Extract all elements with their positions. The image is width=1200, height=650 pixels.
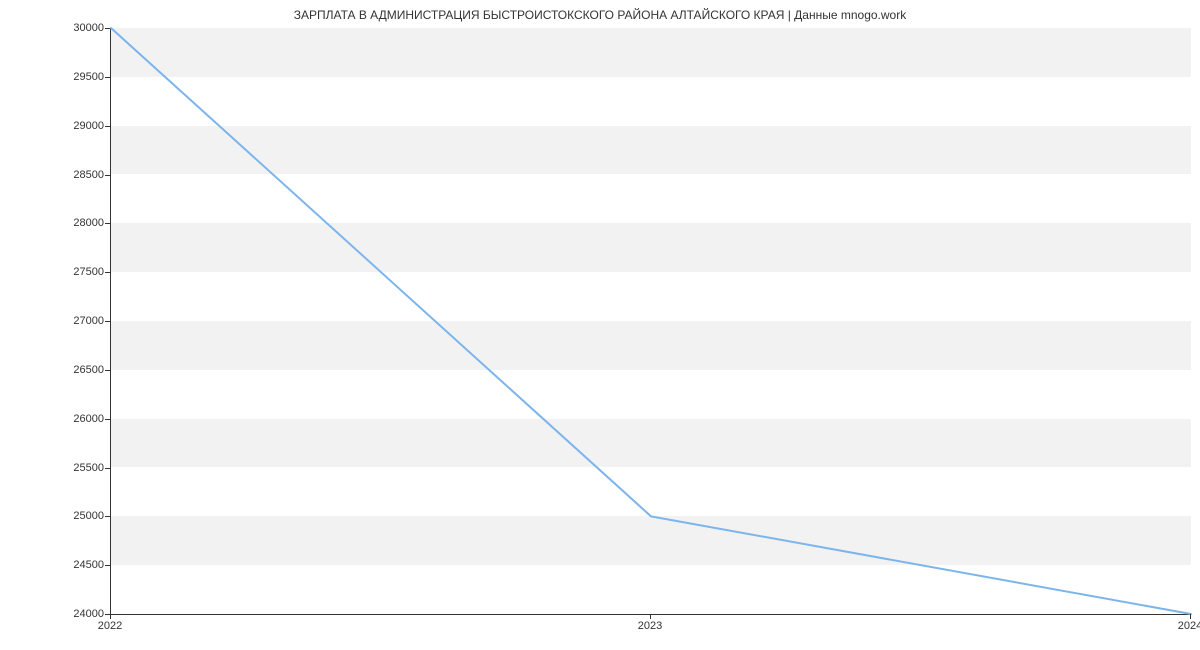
x-tick-label: 2022: [98, 620, 122, 632]
chart-title: ЗАРПЛАТА В АДМИНИСТРАЦИЯ БЫСТРОИСТОКСКОГ…: [0, 8, 1200, 22]
y-tick-label: 25500: [73, 462, 104, 474]
x-tick-mark: [650, 614, 651, 619]
y-tick-label: 29000: [73, 120, 104, 132]
y-tick-label: 28000: [73, 217, 104, 229]
y-tick-mark: [105, 565, 110, 566]
y-tick-mark: [105, 419, 110, 420]
y-tick-mark: [105, 321, 110, 322]
plot-area: [110, 28, 1191, 615]
y-tick-mark: [105, 126, 110, 127]
chart-container: ЗАРПЛАТА В АДМИНИСТРАЦИЯ БЫСТРОИСТОКСКОГ…: [0, 0, 1200, 650]
y-tick-mark: [105, 77, 110, 78]
y-tick-label: 24500: [73, 559, 104, 571]
y-tick-label: 26500: [73, 364, 104, 376]
line-series: [111, 28, 1191, 614]
x-tick-label: 2024: [1178, 620, 1200, 632]
y-tick-label: 24000: [73, 608, 104, 620]
y-tick-label: 30000: [73, 22, 104, 34]
x-tick-label: 2023: [638, 620, 662, 632]
y-tick-mark: [105, 272, 110, 273]
y-tick-label: 27500: [73, 266, 104, 278]
x-tick-mark: [1190, 614, 1191, 619]
y-tick-mark: [105, 223, 110, 224]
y-tick-mark: [105, 468, 110, 469]
y-tick-label: 29500: [73, 71, 104, 83]
y-tick-mark: [105, 370, 110, 371]
y-tick-label: 25000: [73, 510, 104, 522]
x-tick-mark: [110, 614, 111, 619]
y-tick-label: 27000: [73, 315, 104, 327]
y-tick-label: 26000: [73, 413, 104, 425]
y-tick-mark: [105, 28, 110, 29]
y-tick-mark: [105, 516, 110, 517]
y-tick-mark: [105, 175, 110, 176]
y-tick-label: 28500: [73, 169, 104, 181]
